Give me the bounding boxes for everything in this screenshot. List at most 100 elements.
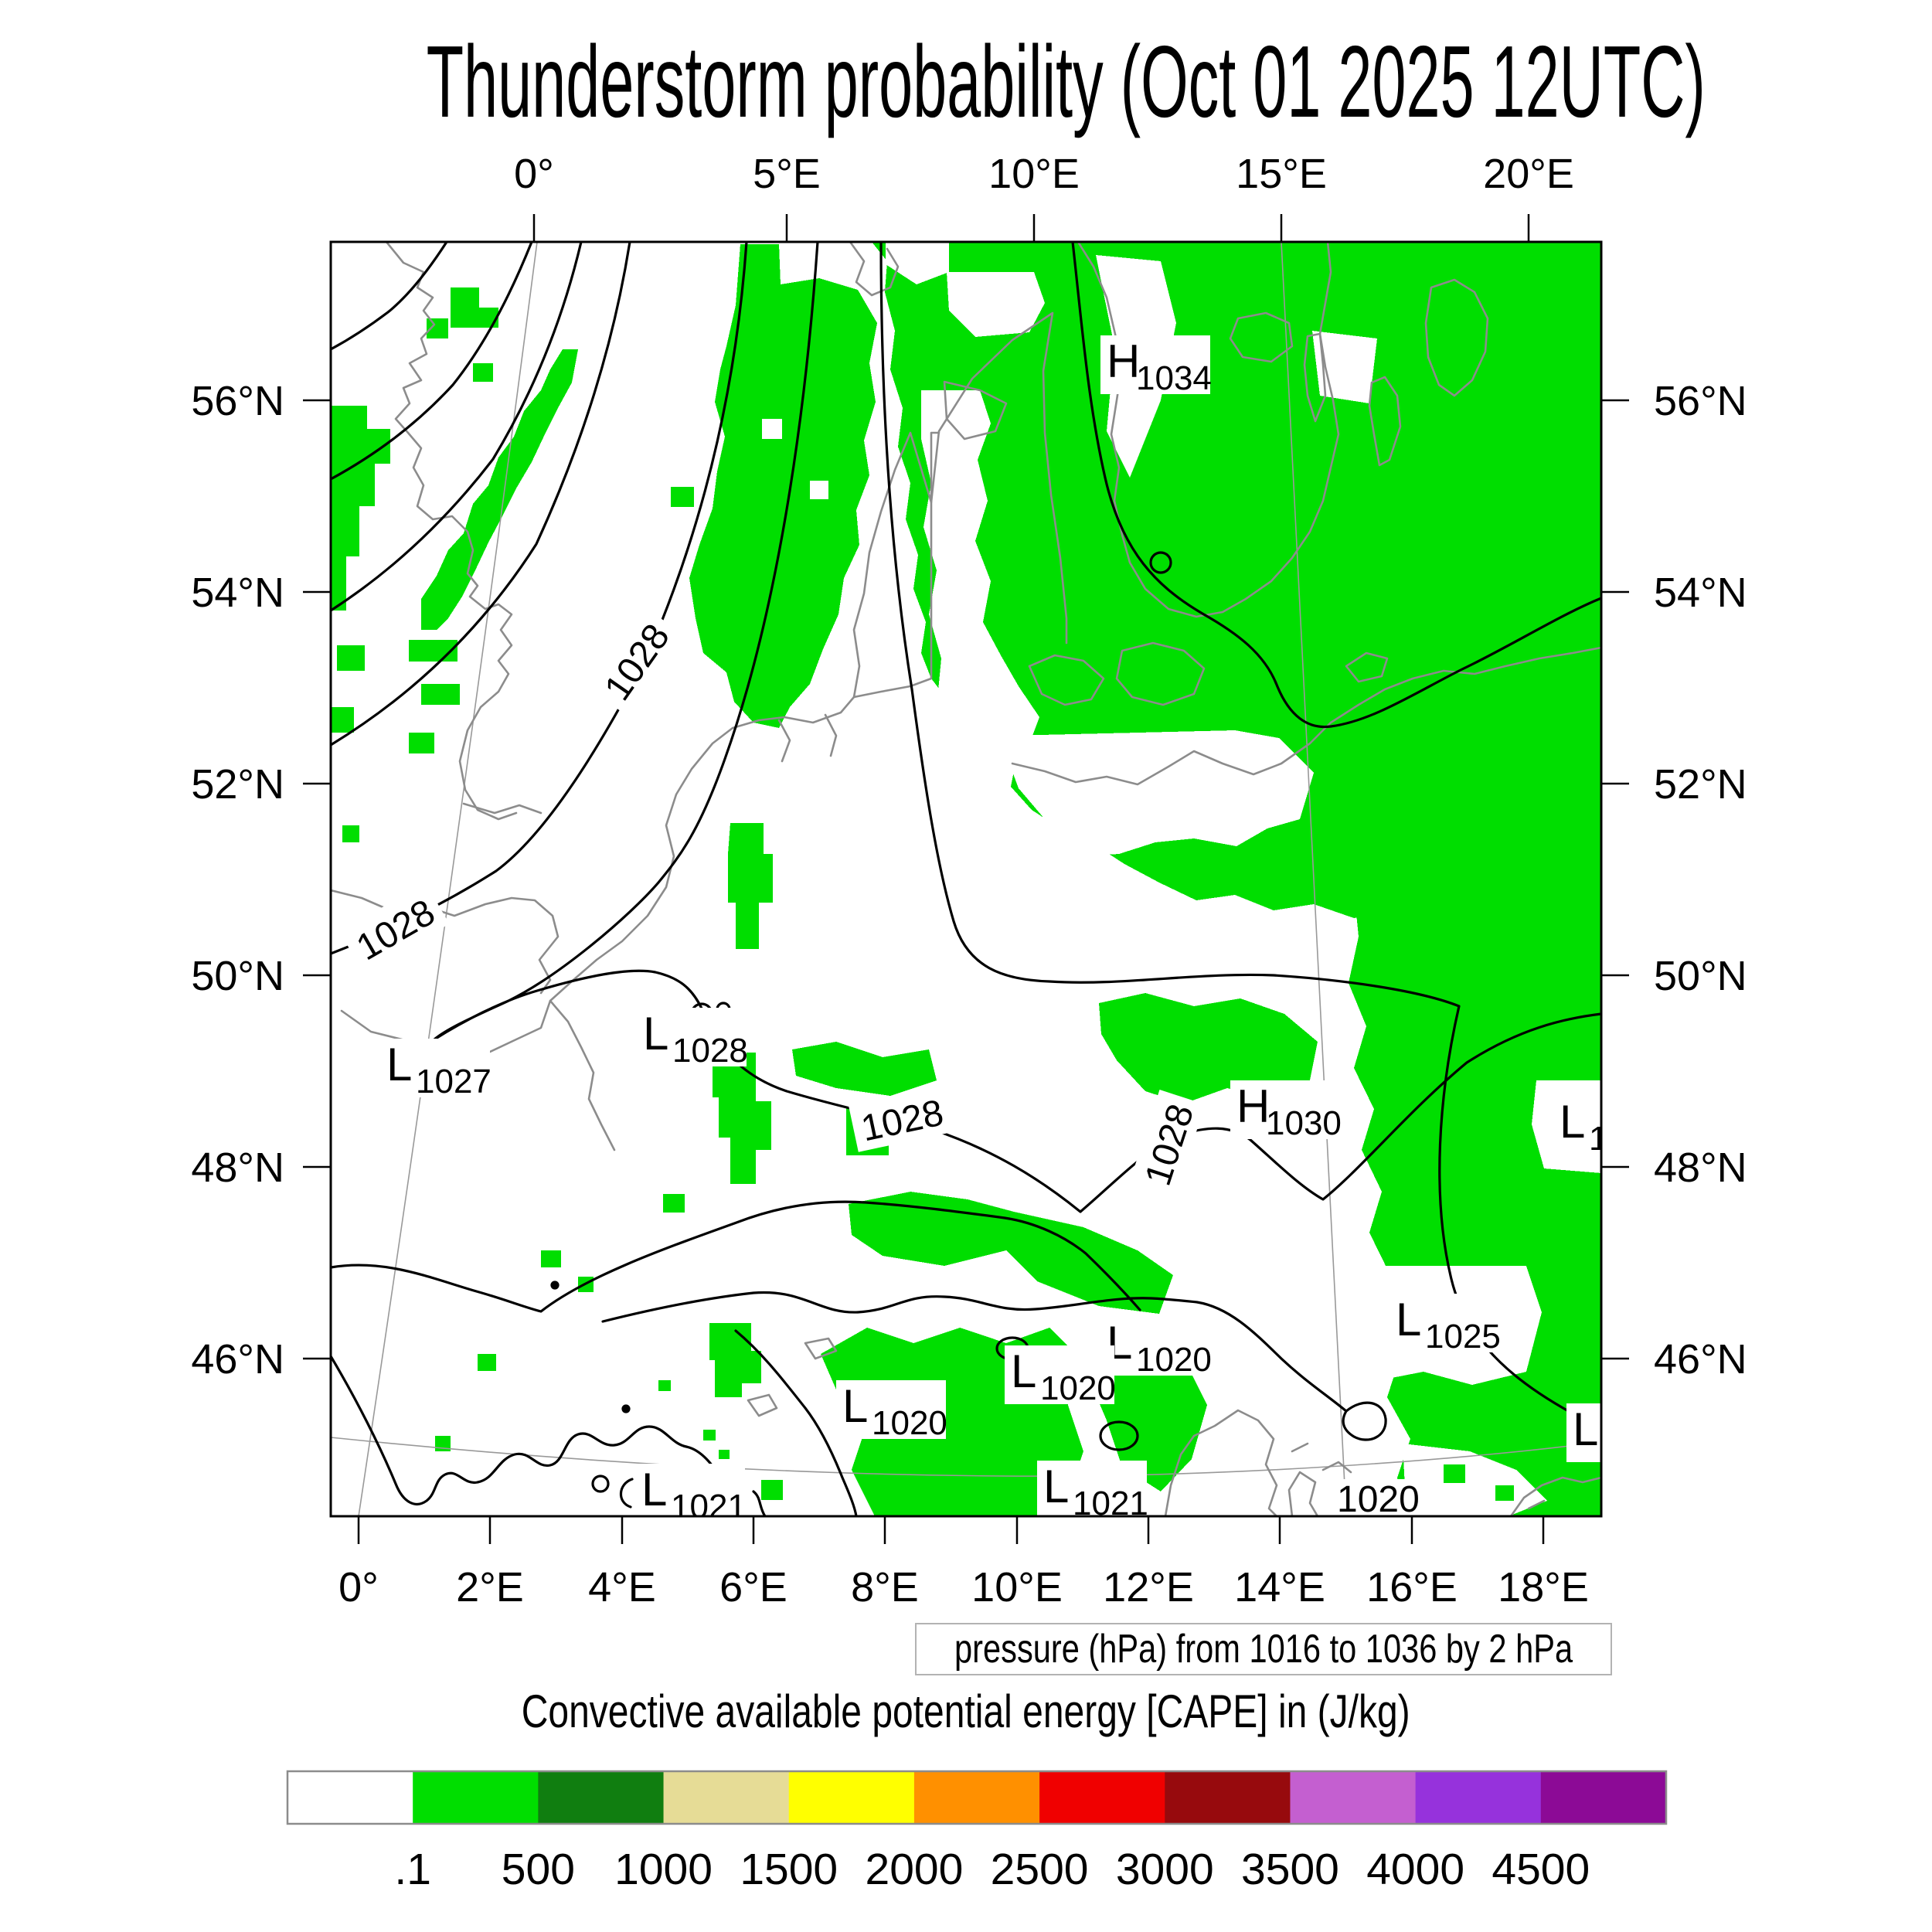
- pressure-center-label: L 1020: [1100, 1317, 1212, 1379]
- colorbar: .1 500 1000 1500 2000 2500 3000 3500 4000 4500: [286, 1770, 1668, 1894]
- axis-label-bottom: 18°E: [1498, 1564, 1589, 1611]
- pressure-center-value: 1027: [416, 1063, 492, 1100]
- colorbar-border: [286, 1770, 1668, 1825]
- colorbar-title: Convective available potential energy [C…: [522, 1685, 1410, 1737]
- pressure-center-value: 1030: [1266, 1104, 1342, 1142]
- axis-label-right: 50°N: [1654, 953, 1747, 999]
- pressure-center-letter: L: [842, 1380, 868, 1432]
- colorbar-segment: [663, 1771, 790, 1824]
- colorbar-segment: [287, 1771, 413, 1824]
- axis-label-bottom: 16°E: [1366, 1564, 1458, 1611]
- pressure-center-value: 1021: [1073, 1485, 1148, 1522]
- axis-label-bottom: 10°E: [971, 1564, 1063, 1611]
- label-halo: [1100, 1317, 1210, 1376]
- axis-label-bottom: 12°E: [1103, 1564, 1194, 1611]
- pressure-center-value: 1034: [1136, 359, 1212, 397]
- axis-label-right: 54°N: [1654, 570, 1747, 616]
- colorbar-segment: [913, 1771, 1040, 1824]
- axis-label-top: 20°E: [1483, 151, 1574, 197]
- pressure-center-label: L 1027: [380, 1039, 492, 1100]
- pressure-center-label: L 102: [1553, 1096, 1601, 1158]
- label-halo: [339, 882, 450, 974]
- axis-label-left: 46°N: [191, 1336, 284, 1383]
- pressure-center-value: 1020: [1040, 1369, 1116, 1407]
- axis-label-bottom: 6°E: [719, 1564, 787, 1611]
- axis-label-top: 10°E: [988, 151, 1080, 197]
- label-halo: [848, 1084, 956, 1152]
- colorbar-tick-label: 1000: [614, 1845, 713, 1894]
- label-halo: [587, 606, 684, 716]
- isobar-value: 1020: [1337, 1479, 1420, 1520]
- axis-label-bottom: 14°E: [1234, 1564, 1325, 1611]
- label-halo: [1100, 335, 1210, 394]
- label-halo: [1128, 1090, 1206, 1199]
- label-halo: [1005, 1345, 1114, 1404]
- axis-label-left: 54°N: [191, 570, 284, 616]
- axis-label-left: 56°N: [191, 378, 284, 424]
- label-halo: [1037, 1461, 1147, 1516]
- pressure-center-label: L 1020: [1005, 1345, 1116, 1407]
- pressure-center-letter: L: [643, 1008, 668, 1060]
- colorbar-tick-label: 4500: [1492, 1845, 1590, 1894]
- axis-label-bottom: 0°: [338, 1564, 379, 1611]
- graticule-layer: [331, 242, 1601, 1516]
- map-frame: [329, 240, 1603, 1518]
- colorbar-segment: [1290, 1771, 1417, 1824]
- pressure-center-letter: L: [386, 1039, 412, 1090]
- pressure-center-letter: H: [1236, 1080, 1270, 1132]
- pressure-center-value: 1028: [672, 1032, 748, 1070]
- axis-label-left: 48°N: [191, 1145, 284, 1191]
- colorbar-segment: [1165, 1771, 1291, 1824]
- axis-label-top: 15°E: [1236, 151, 1327, 197]
- axis-label-bottom: 8°E: [851, 1564, 919, 1611]
- pressure-center-value: 1021: [671, 1488, 747, 1526]
- label-halo: [637, 1008, 747, 1066]
- colorbar-tick-label: 3000: [1116, 1845, 1214, 1894]
- axis-label-right: 46°N: [1654, 1336, 1747, 1383]
- colorbar-segment: [413, 1771, 539, 1824]
- colorbar-tick-label: 2500: [991, 1845, 1089, 1894]
- pressure-center-value: 1020: [1136, 1341, 1212, 1379]
- pressure-center-letter: H: [1107, 335, 1140, 387]
- axis-label-right: 48°N: [1654, 1145, 1747, 1191]
- axis-label-right: 56°N: [1654, 378, 1747, 424]
- pressure-center-letter: L: [1043, 1461, 1069, 1512]
- pressure-center-label: L 1020: [836, 1380, 947, 1442]
- pressure-center-letter: L: [641, 1464, 667, 1515]
- axis-label-bottom: 4°E: [588, 1564, 656, 1611]
- pressure-caption-box: pressure (hPa) from 1016 to 1036 by 2 hP…: [915, 1623, 1612, 1675]
- colorbar-segment: [788, 1771, 915, 1824]
- axis-label-bottom: 2°E: [456, 1564, 524, 1611]
- pressure-center-label: L 1028: [637, 1008, 748, 1070]
- label-halo: [1553, 1096, 1601, 1155]
- label-halo: [836, 1380, 946, 1439]
- pressure-center-value: 1025: [1425, 1318, 1501, 1355]
- colorbar-tick-label: 3500: [1241, 1845, 1339, 1894]
- label-halo: [1332, 1479, 1422, 1516]
- pressure-center-letter: L: [1396, 1294, 1421, 1345]
- pressure-center-letter: L: [1573, 1403, 1598, 1455]
- colorbar-segment: [538, 1771, 665, 1824]
- page-title: Thunderstorm probability (Oct 01 2025 12…: [426, 25, 1706, 138]
- colorbar-tick-label: 4000: [1366, 1845, 1464, 1894]
- isobar-plain-label: 1020: [1332, 1479, 1422, 1520]
- pressure-center-label: L 1025: [1389, 1294, 1501, 1355]
- axis-label-left: 50°N: [191, 953, 284, 999]
- label-halo: [1566, 1403, 1601, 1462]
- colorbar-tick-label: 1500: [740, 1845, 838, 1894]
- colorbar-segment: [1415, 1771, 1542, 1824]
- colorbar-segment: [1039, 1771, 1165, 1824]
- axis-label-top: 0°: [514, 151, 554, 197]
- pressure-center-label: L 1021: [635, 1464, 747, 1526]
- axis-label-right: 52°N: [1654, 761, 1747, 808]
- colorbar-segment: [1540, 1771, 1667, 1824]
- label-halo: [1230, 1080, 1340, 1139]
- colorbar-tick-label: 500: [502, 1845, 575, 1894]
- label-halo: [1389, 1294, 1499, 1352]
- pressure-center-letter: L: [1560, 1096, 1585, 1148]
